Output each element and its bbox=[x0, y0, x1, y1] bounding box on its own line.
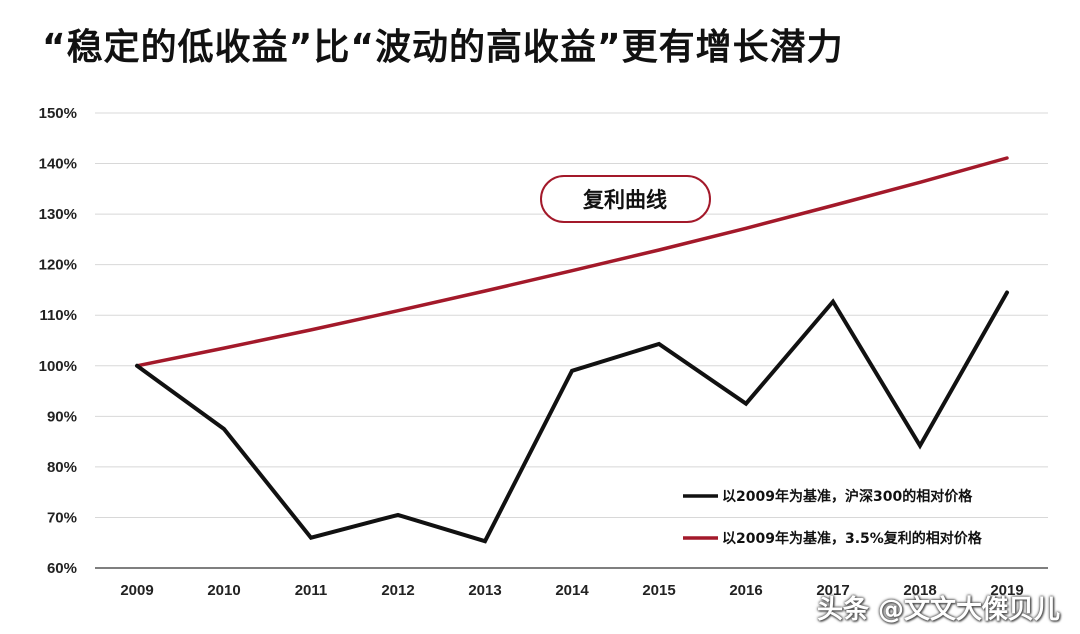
x-tick-label: 2018 bbox=[903, 582, 936, 599]
y-tick-label: 100% bbox=[39, 358, 77, 375]
y-tick-label: 80% bbox=[47, 459, 77, 476]
x-tick-label: 2011 bbox=[295, 582, 328, 599]
x-tick-label: 2012 bbox=[381, 582, 414, 599]
x-axis-ticks: 2009 2010 2011 2012 2013 2014 2015 2016 2017 2018… bbox=[120, 582, 1023, 599]
page-title: “稳定的低收益”比“波动的高收益”更有增长潜力 bbox=[42, 27, 844, 68]
legend: 以2009年为基准，沪深300的相对价格以2009年为基准，3.5%复利的相对价… bbox=[683, 488, 983, 547]
legend-label-1: 以2009年为基准，沪深300的相对价格 bbox=[722, 488, 973, 505]
annotation-label: 复利曲线 bbox=[582, 188, 667, 212]
y-tick-label: 150% bbox=[39, 105, 77, 122]
y-tick-label: 60% bbox=[47, 560, 77, 577]
x-tick-label: 2016 bbox=[729, 582, 762, 599]
x-tick-label: 2010 bbox=[207, 582, 240, 599]
watermark: 头条 @文文大傑贝儿 bbox=[816, 595, 1060, 625]
x-tick-label: 2013 bbox=[468, 582, 501, 599]
y-tick-label: 110% bbox=[39, 307, 77, 324]
x-tick-label: 2017 bbox=[816, 582, 849, 599]
annotation: 复利曲线 bbox=[540, 175, 711, 223]
series-line-1 bbox=[135, 290, 1009, 544]
x-tick-label: 2009 bbox=[120, 582, 153, 599]
annotation-box bbox=[540, 175, 711, 223]
x-tick-label: 2015 bbox=[642, 582, 675, 599]
y-tick-label: 90% bbox=[47, 408, 77, 425]
y-tick-label: 140% bbox=[39, 156, 77, 173]
legend-label-2: 以2009年为基准，3.5%复利的相对价格 bbox=[722, 530, 983, 547]
y-tick-label: 130% bbox=[39, 206, 77, 223]
series-line-2 bbox=[135, 156, 1009, 368]
y-axis-ticks: 150% 140% 130% 120% 110% 100% 90% 80% 70% 60% bbox=[39, 105, 77, 577]
y-tick-label: 120% bbox=[39, 257, 77, 274]
y-tick-label: 70% bbox=[47, 509, 77, 526]
x-tick-label: 2014 bbox=[555, 582, 589, 599]
series-lines bbox=[135, 156, 1009, 544]
x-tick-label: 2019 bbox=[990, 582, 1023, 599]
